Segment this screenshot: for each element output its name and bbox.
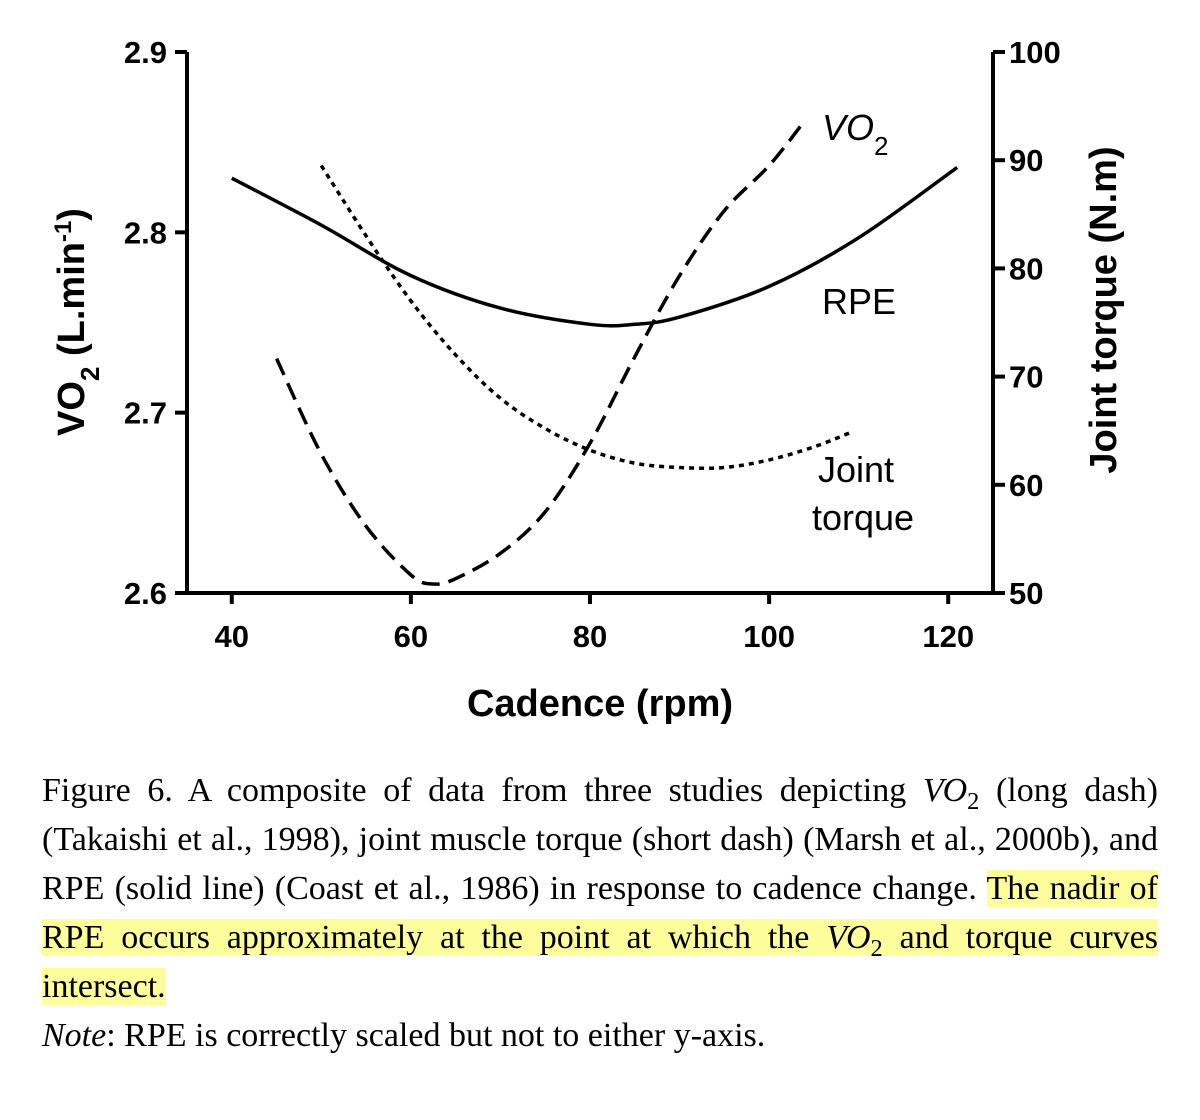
- series: [230, 119, 959, 586]
- caption-paragraph: Figure 6. A composite of data from three…: [42, 772, 1159, 1005]
- figure-caption: Figure 6. A composite of data from three…: [42, 766, 1159, 1060]
- y-right-tick-label: 90: [1009, 143, 1043, 178]
- x-axis-title: Cadence (rpm): [467, 683, 733, 725]
- chart: 40 60 80 100 120 2.6 2.7 2.8 2.9 50 60 70 80 90 100 Ca…: [50, 35, 1126, 725]
- rpe-curve-label: RPE: [822, 281, 896, 322]
- y-right-tick-label: 100: [1009, 35, 1061, 70]
- ticks: 40 60 80 100 120 2.6 2.7 2.8 2.9 50 60 70 80 90 100: [124, 35, 1061, 654]
- vo2-curve-label: VO2: [822, 107, 888, 161]
- x-tick-label: 40: [215, 619, 249, 654]
- y-left-tick-label: 2.8: [124, 215, 167, 250]
- caption-note: Note: RPE is correctly scaled but not to…: [42, 1017, 766, 1054]
- x-tick-label: 60: [394, 619, 428, 654]
- y-left-tick-label: 2.9: [124, 35, 167, 70]
- torque-curve-label-line1: Joint: [818, 449, 894, 490]
- y-left-tick-label: 2.6: [124, 576, 167, 611]
- y-right-tick-label: 60: [1009, 468, 1043, 503]
- x-tick-label: 120: [922, 619, 974, 654]
- rpe-series-line: [230, 165, 959, 328]
- x-tick-label: 80: [573, 619, 607, 654]
- y-right-tick-label: 70: [1009, 360, 1043, 395]
- vo2-series-line: [275, 119, 807, 586]
- y-axis-right-title: Joint torque (N.m): [1083, 146, 1125, 473]
- y-right-tick-label: 80: [1009, 251, 1043, 286]
- y-axis-left-title: VO2 (L.min-1): [50, 208, 106, 436]
- torque-series-line: [319, 164, 851, 471]
- y-left-tick-label: 2.7: [124, 396, 167, 431]
- torque-curve-label-line2: torque: [812, 497, 914, 538]
- y-right-tick-label: 50: [1009, 576, 1043, 611]
- x-tick-label: 100: [743, 619, 795, 654]
